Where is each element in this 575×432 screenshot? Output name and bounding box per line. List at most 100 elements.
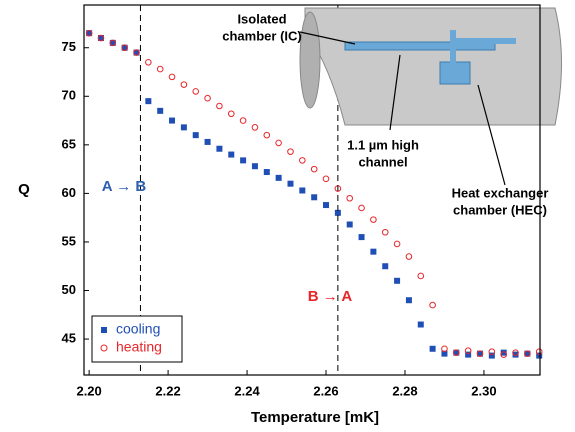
inset-cylinder	[304, 7, 562, 126]
point	[417, 321, 424, 328]
point	[370, 248, 377, 255]
inset-cylinder-end	[299, 11, 321, 109]
point	[381, 228, 389, 236]
point	[323, 202, 330, 209]
point	[299, 157, 306, 164]
point	[86, 30, 93, 37]
legend-label: cooling	[116, 321, 160, 337]
point	[453, 349, 460, 356]
point	[192, 88, 200, 95]
point	[180, 81, 188, 88]
point	[346, 221, 353, 228]
arrow	[389, 54, 401, 131]
arrow	[477, 84, 506, 186]
point	[476, 350, 484, 357]
point	[180, 124, 187, 131]
x-tick-label: 2.26	[313, 383, 338, 398]
legend-frame	[91, 315, 183, 363]
point	[382, 263, 389, 270]
legend-label: heating	[116, 339, 162, 355]
point	[228, 151, 235, 158]
point	[524, 350, 531, 357]
point	[429, 345, 436, 352]
point	[204, 138, 211, 145]
point	[133, 49, 140, 56]
point	[405, 253, 413, 260]
point	[500, 349, 507, 356]
point	[535, 348, 543, 355]
point	[263, 131, 271, 139]
legend-marker	[101, 327, 107, 333]
y-tick-label: 65	[62, 136, 76, 151]
point	[453, 349, 460, 356]
point	[488, 348, 496, 355]
inset-arrows	[299, 31, 506, 186]
point	[240, 157, 247, 164]
point	[464, 347, 472, 355]
point	[310, 165, 318, 173]
annotation: A → B	[102, 178, 147, 195]
point	[145, 58, 152, 66]
inset-channel	[344, 41, 496, 51]
point	[488, 352, 495, 359]
point	[156, 65, 164, 73]
x-tick-label: 2.24	[234, 383, 260, 398]
point	[216, 102, 223, 110]
point	[204, 94, 211, 102]
point	[311, 194, 318, 201]
point	[251, 163, 258, 170]
point	[346, 194, 354, 202]
point	[216, 145, 223, 152]
y-tick-label: 50	[62, 282, 76, 297]
y-tick-label: 45	[62, 331, 76, 346]
point	[393, 240, 401, 248]
point	[251, 124, 259, 131]
y-axis-title: Q	[18, 181, 30, 198]
arrow	[299, 31, 356, 45]
x-tick-label: 2.20	[76, 383, 101, 398]
point	[429, 301, 436, 309]
point	[109, 39, 117, 47]
x-tick-label: 2.28	[392, 383, 417, 398]
inset-label: Isolated	[237, 11, 286, 26]
point	[500, 351, 507, 358]
point	[405, 297, 412, 304]
inset-label: Heat exchanger	[452, 185, 549, 200]
point	[394, 277, 401, 284]
point	[157, 107, 164, 114]
x-tick-label: 2.22	[155, 383, 180, 398]
point	[97, 35, 104, 42]
legend-marker	[100, 344, 108, 352]
y-tick-label: 60	[62, 185, 76, 200]
point	[334, 209, 341, 216]
point	[536, 352, 543, 359]
inset-label: chamber (HEC)	[453, 202, 547, 217]
point	[145, 98, 152, 105]
point	[239, 117, 247, 124]
y-tick-label: 70	[62, 88, 76, 103]
point	[109, 39, 116, 46]
point	[275, 139, 282, 147]
point	[322, 175, 330, 183]
inset-label: chamber (IC)	[222, 28, 301, 43]
point	[524, 350, 531, 357]
y-tick-label: 75	[62, 39, 76, 54]
point	[512, 349, 519, 356]
point	[476, 350, 483, 357]
y-tick-label: 55	[62, 233, 76, 248]
inset-label: channel	[358, 154, 407, 169]
point	[287, 148, 294, 155]
plot-frame	[83, 4, 541, 376]
point	[192, 132, 199, 139]
point	[512, 351, 519, 358]
point	[441, 350, 448, 357]
x-tick-label: 2.30	[471, 383, 496, 398]
point	[299, 187, 306, 194]
inset-label: 1.1 µm high	[347, 137, 419, 152]
inset-diagram	[299, 7, 562, 126]
point	[358, 204, 365, 212]
point	[441, 345, 448, 353]
point	[370, 216, 377, 223]
point	[287, 180, 294, 187]
